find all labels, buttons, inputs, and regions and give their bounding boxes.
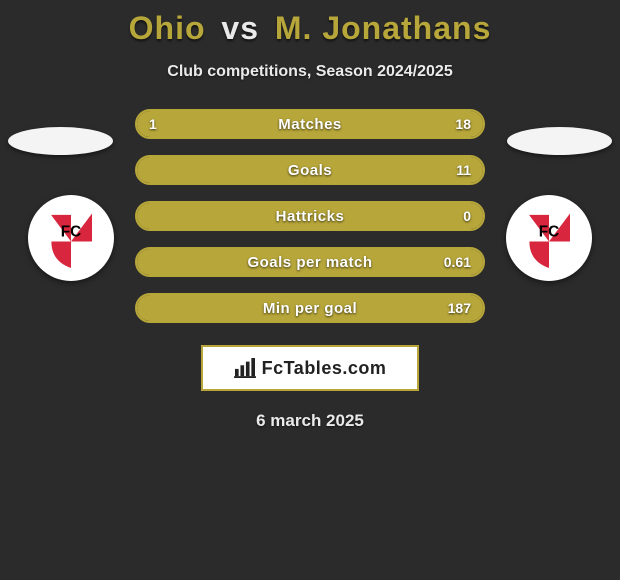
brand-box: FcTables.com <box>201 345 419 391</box>
stat-bars: Matches1 18 Goals11 Hattricks0 Goals per mat… <box>135 109 485 323</box>
vs-label: vs <box>221 10 259 46</box>
svg-text:FC: FC <box>539 224 560 241</box>
stat-bar-value-right: 0.61 <box>432 249 483 275</box>
bar-chart-icon <box>234 358 256 378</box>
stat-bar-value-right: 18 <box>443 111 483 137</box>
fc-utrecht-icon: FC <box>36 203 106 273</box>
brand-text: FcTables.com <box>262 358 387 379</box>
player1-shadow-ellipse <box>8 127 113 155</box>
stat-bar: Goals11 <box>135 155 485 185</box>
stat-bar: Matches1 18 <box>135 109 485 139</box>
player1-name: Ohio <box>129 10 206 46</box>
subtitle: Club competitions, Season 2024/2025 <box>0 63 620 81</box>
stat-bar-label: Goals <box>137 157 483 183</box>
stat-bar: Min per goal187 <box>135 293 485 323</box>
player2-shadow-ellipse <box>507 127 612 155</box>
fc-utrecht-icon: FC <box>514 203 584 273</box>
stat-bar: Goals per match0.61 <box>135 247 485 277</box>
stat-bar-value-right: 0 <box>451 203 483 229</box>
stat-bar-value-left: 1 <box>137 111 169 137</box>
player1-club-badge: FC <box>28 195 114 281</box>
player2-club-badge: FC <box>506 195 592 281</box>
svg-text:FC: FC <box>61 224 82 241</box>
comparison-title: Ohio vs M. Jonathans <box>0 0 620 47</box>
date-label: 6 march 2025 <box>0 411 620 431</box>
stat-bar-value-right: 11 <box>444 157 483 183</box>
stat-bar-label: Hattricks <box>137 203 483 229</box>
comparison-stage: FC FC Matches1 18 Goals11 Hattricks0 Goals p… <box>0 109 620 431</box>
stat-bar: Hattricks0 <box>135 201 485 231</box>
stat-bar-label: Min per goal <box>137 295 483 321</box>
stat-bar-label: Matches <box>137 111 483 137</box>
player2-name: M. Jonathans <box>275 10 491 46</box>
stat-bar-value-right: 187 <box>436 295 483 321</box>
